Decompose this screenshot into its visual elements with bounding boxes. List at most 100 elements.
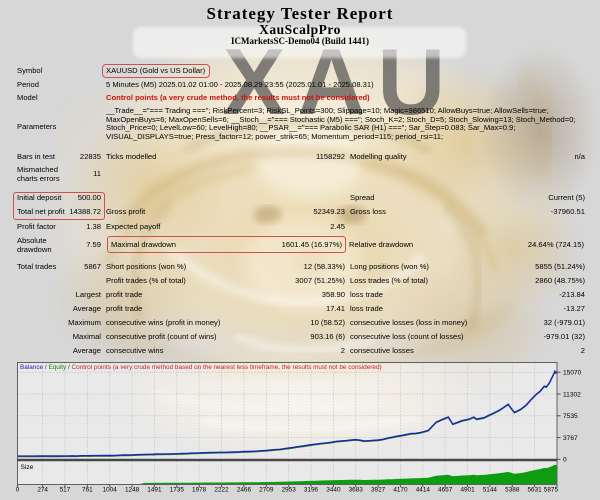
stats-row-profit-factor: Profit factor 1.38 Expected payoff 2.45 — [17, 219, 585, 233]
x-axis-label: 5631 — [527, 487, 542, 494]
x-axis-label: 3683 — [349, 487, 364, 494]
x-axis-label: 4170 — [393, 487, 408, 494]
x-axis-label: 1735 — [170, 487, 185, 494]
balance-line — [17, 369, 558, 457]
header-highlight-panel — [133, 27, 466, 58]
cell-value: 52349.23 — [313, 207, 345, 216]
cell-value: n/a — [574, 151, 585, 161]
x-axis-label: 3927 — [371, 487, 386, 494]
lot-size-area — [17, 464, 557, 484]
stats-row-largest: Largest profit trade 358.90 loss trade -21… — [17, 287, 585, 301]
lion-mane-blobs — [33, 27, 600, 456]
cell-label: Long positions (won %) — [350, 261, 429, 271]
cell-label: Short positions (won %) — [106, 261, 187, 271]
cell-value: 5867 — [84, 261, 101, 271]
page-title: Strategy Tester Report — [206, 4, 394, 23]
cell-value: 903.16 (6) — [310, 331, 345, 341]
parameters-line-1: __Trade__="=== Trading ==="; RiskPercent… — [106, 106, 549, 115]
cell-value: 14388.72 — [69, 207, 101, 216]
cell-label: Profit trades (% of total) — [106, 275, 186, 285]
stats-row-average-consecutive: Average consecutive wins 2 consecutive lo… — [17, 343, 585, 357]
cell-label: Mismatched charts errors — [17, 164, 60, 183]
cell-value: Average — [72, 303, 101, 313]
cell-label: Spread — [350, 192, 375, 202]
x-axis-label: 3440 — [326, 487, 341, 494]
stats-row-total-trades: Total trades 5867 Short positions (won %)… — [17, 259, 585, 273]
x-axis-label: 1978 — [192, 487, 207, 494]
cell-label: Profit factor — [17, 221, 56, 231]
parameters-line-3: Stoch_Price=0; LevelLow=60; LevelHigh=80… — [106, 123, 516, 133]
model-row: Model Control points (a very crude metho… — [17, 91, 585, 104]
cell-value: 3007 (51.25%) — [295, 275, 345, 285]
stats-row-mismatched: Mismatched charts errors 11 — [17, 163, 585, 184]
main-plot-background — [17, 362, 557, 460]
cell-label: Absolute drawdown — [17, 235, 52, 254]
symbol-label: Symbol — [17, 65, 43, 75]
cell-label: consecutive loss (count of losses) — [350, 331, 464, 341]
cell-label: loss trade — [350, 289, 383, 299]
stats-row-bars: Bars in test 22835 Ticks modelled 1158292 … — [17, 149, 585, 163]
cell-value: 358.90 — [321, 289, 345, 299]
cell-label: Maximal drawdown — [111, 240, 176, 249]
stats-row-net-profit: Total net profit 14388.72 Gross profit 523… — [17, 204, 585, 219]
stats-row-maximal-consecutive: Maximal consecutive profit (count of win… — [17, 329, 585, 343]
cell-value: 17.41 — [325, 303, 345, 313]
cell-label: profit trade — [106, 289, 143, 299]
period-row: Period 5 Minutes (M5) 2025.01.02 01:00 -… — [17, 78, 585, 91]
cell-label: Relative drawdown — [349, 240, 414, 249]
statistics-table: Bars in test 22835 Ticks modelled 1158292 … — [17, 149, 585, 357]
cell-label: Modelling quality — [350, 151, 407, 161]
cell-label: Expected payoff — [106, 221, 161, 231]
parameters-line-4: VISUAL_DISPLAYS=true; Press_factor=12; p… — [106, 131, 444, 141]
cell-label: profit trade — [106, 303, 143, 313]
symbol-row: Symbol XAUUSD (Gold vs US Dollar) — [17, 62, 585, 78]
stats-row-maximum-consecutive: Maximum consecutive wins (profit in mone… — [17, 315, 585, 329]
x-axis-label: 1491 — [147, 487, 162, 494]
stats-row-initial-deposit: Initial deposit 500.00 Spread Current (5) — [17, 190, 585, 204]
cell-label: consecutive profit (count of wins) — [106, 331, 217, 341]
x-axis-label: 2709 — [259, 487, 274, 494]
cell-value: -213.84 — [559, 289, 585, 299]
cell-label: Total net profit — [17, 207, 65, 216]
cell-value: Maximum — [68, 317, 101, 327]
cell-label: Gross loss — [350, 207, 386, 216]
cell-value: 12 (58.33%) — [303, 261, 345, 271]
cell-value: 10 (58.52) — [310, 317, 345, 327]
x-axis-label: 2222 — [214, 487, 229, 494]
cell-label: Loss trades (% of total) — [350, 275, 429, 285]
x-axis-label: 2466 — [237, 487, 252, 494]
cell-value: 7.59 — [86, 240, 101, 249]
balance-equity-chart: 0 3767 7535 11302 15070 0 274 517 761 1004 1248 149… — [0, 361, 600, 498]
cell-label: Gross profit — [106, 207, 146, 216]
x-axis-label: 517 — [60, 487, 71, 494]
cell-value: 2.45 — [330, 221, 345, 231]
y-axis-label: 11302 — [563, 391, 581, 398]
cell-value: Current (5) — [548, 192, 585, 202]
cell-value: -13.27 — [563, 303, 585, 313]
period-value: 5 Minutes (M5) 2025.01.02 01:00 - 2025.0… — [106, 80, 374, 89]
y-axis-label: 3767 — [563, 435, 578, 442]
cell-value: 24.64% (724.15) — [527, 240, 584, 249]
cell-value: Average — [72, 345, 101, 355]
cell-value: Largest — [75, 289, 101, 299]
x-axis-label: 1004 — [103, 487, 118, 494]
parameters-row: Parameters __Trade__="=== Trading ==="; … — [17, 104, 585, 149]
cell-value: -37960.51 — [550, 207, 585, 216]
x-axis-label: 3196 — [304, 487, 319, 494]
cell-value: 2 — [340, 345, 345, 355]
x-axis-label: 5144 — [483, 487, 498, 494]
report-header: Strategy Tester Report XauScalpPro ICMar… — [0, 0, 600, 47]
stats-row-profit-trades: Profit trades (% of total) 3007 (51.25%) … — [17, 273, 585, 287]
cell-value: 500.00 — [77, 192, 101, 202]
cell-label: Bars in test — [17, 151, 55, 161]
cell-value: 1601.45 (16.97%) — [281, 240, 342, 249]
test-info-table: Symbol XAUUSD (Gold vs US Dollar) Period… — [17, 62, 585, 149]
parameters-value: __Trade__="=== Trading ==="; RiskPercent… — [106, 104, 585, 141]
cell-value: 5855 (51.24%) — [535, 261, 585, 271]
x-axis-label: 4414 — [416, 487, 431, 494]
parameters-line-2: MaxOpenBuys=6; MaxOpenSells=6; __Stoch__… — [106, 114, 576, 124]
y-axis-label: 7535 — [563, 413, 578, 420]
cell-label: consecutive wins (profit in money) — [106, 317, 221, 327]
report-body: Symbol XAUUSD (Gold vs US Dollar) Period… — [17, 62, 585, 357]
